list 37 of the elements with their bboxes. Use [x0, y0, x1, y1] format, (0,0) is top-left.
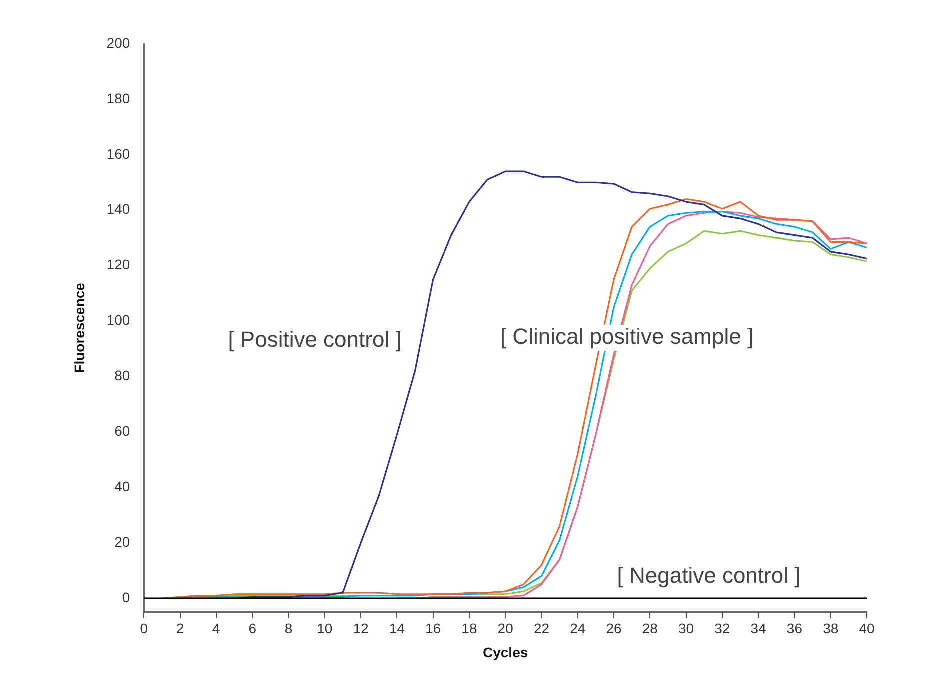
annotation: [ Positive control ] — [228, 327, 402, 352]
x-tick-label: 28 — [642, 620, 658, 637]
x-tick-label: 22 — [534, 620, 550, 637]
annotation: [ Clinical positive sample ] — [500, 324, 754, 350]
x-axis-title: Cycles — [483, 644, 528, 660]
x-tick-label: 6 — [248, 620, 257, 637]
x-tick-label: 18 — [462, 620, 478, 637]
y-axis-title: Fluorescence — [71, 282, 88, 374]
x-tick-label: 26 — [606, 620, 622, 637]
x-tick-label: 36 — [786, 620, 803, 637]
x-tick-label: 34 — [750, 620, 767, 637]
x-tick-label: 0 — [140, 620, 148, 637]
x-tick-label: 30 — [678, 620, 694, 637]
x-tick-label: 14 — [389, 620, 406, 637]
y-tick-label: 60 — [114, 423, 130, 440]
x-tick-label: 16 — [426, 620, 442, 637]
y-tick-label: 40 — [114, 478, 130, 494]
x-tick-label: 8 — [284, 620, 293, 637]
y-tick-label: 20 — [114, 534, 130, 550]
x-tick-label: 12 — [353, 620, 370, 637]
x-tick-label: 4 — [212, 620, 221, 637]
x-tick-label: 20 — [498, 620, 514, 637]
x-tick-label: 38 — [823, 620, 839, 637]
x-tick-label: 10 — [317, 620, 333, 637]
y-tick-label: 200 — [106, 34, 130, 51]
y-tick-label: 180 — [106, 90, 130, 106]
y-tick-label: 100 — [106, 312, 130, 328]
y-tick-label: 0 — [122, 589, 130, 606]
x-tick-label: 40 — [859, 620, 875, 637]
y-tick-label: 140 — [106, 201, 130, 218]
y-tick-label: 160 — [106, 146, 130, 162]
y-tick-label: 80 — [114, 368, 130, 384]
x-tick-label: 24 — [570, 620, 586, 637]
y-tick-label: 120 — [106, 256, 130, 273]
x-tick-label: 32 — [714, 620, 730, 637]
annotation: [ Negative control ] — [617, 563, 801, 588]
x-tick-label: 2 — [176, 620, 184, 637]
